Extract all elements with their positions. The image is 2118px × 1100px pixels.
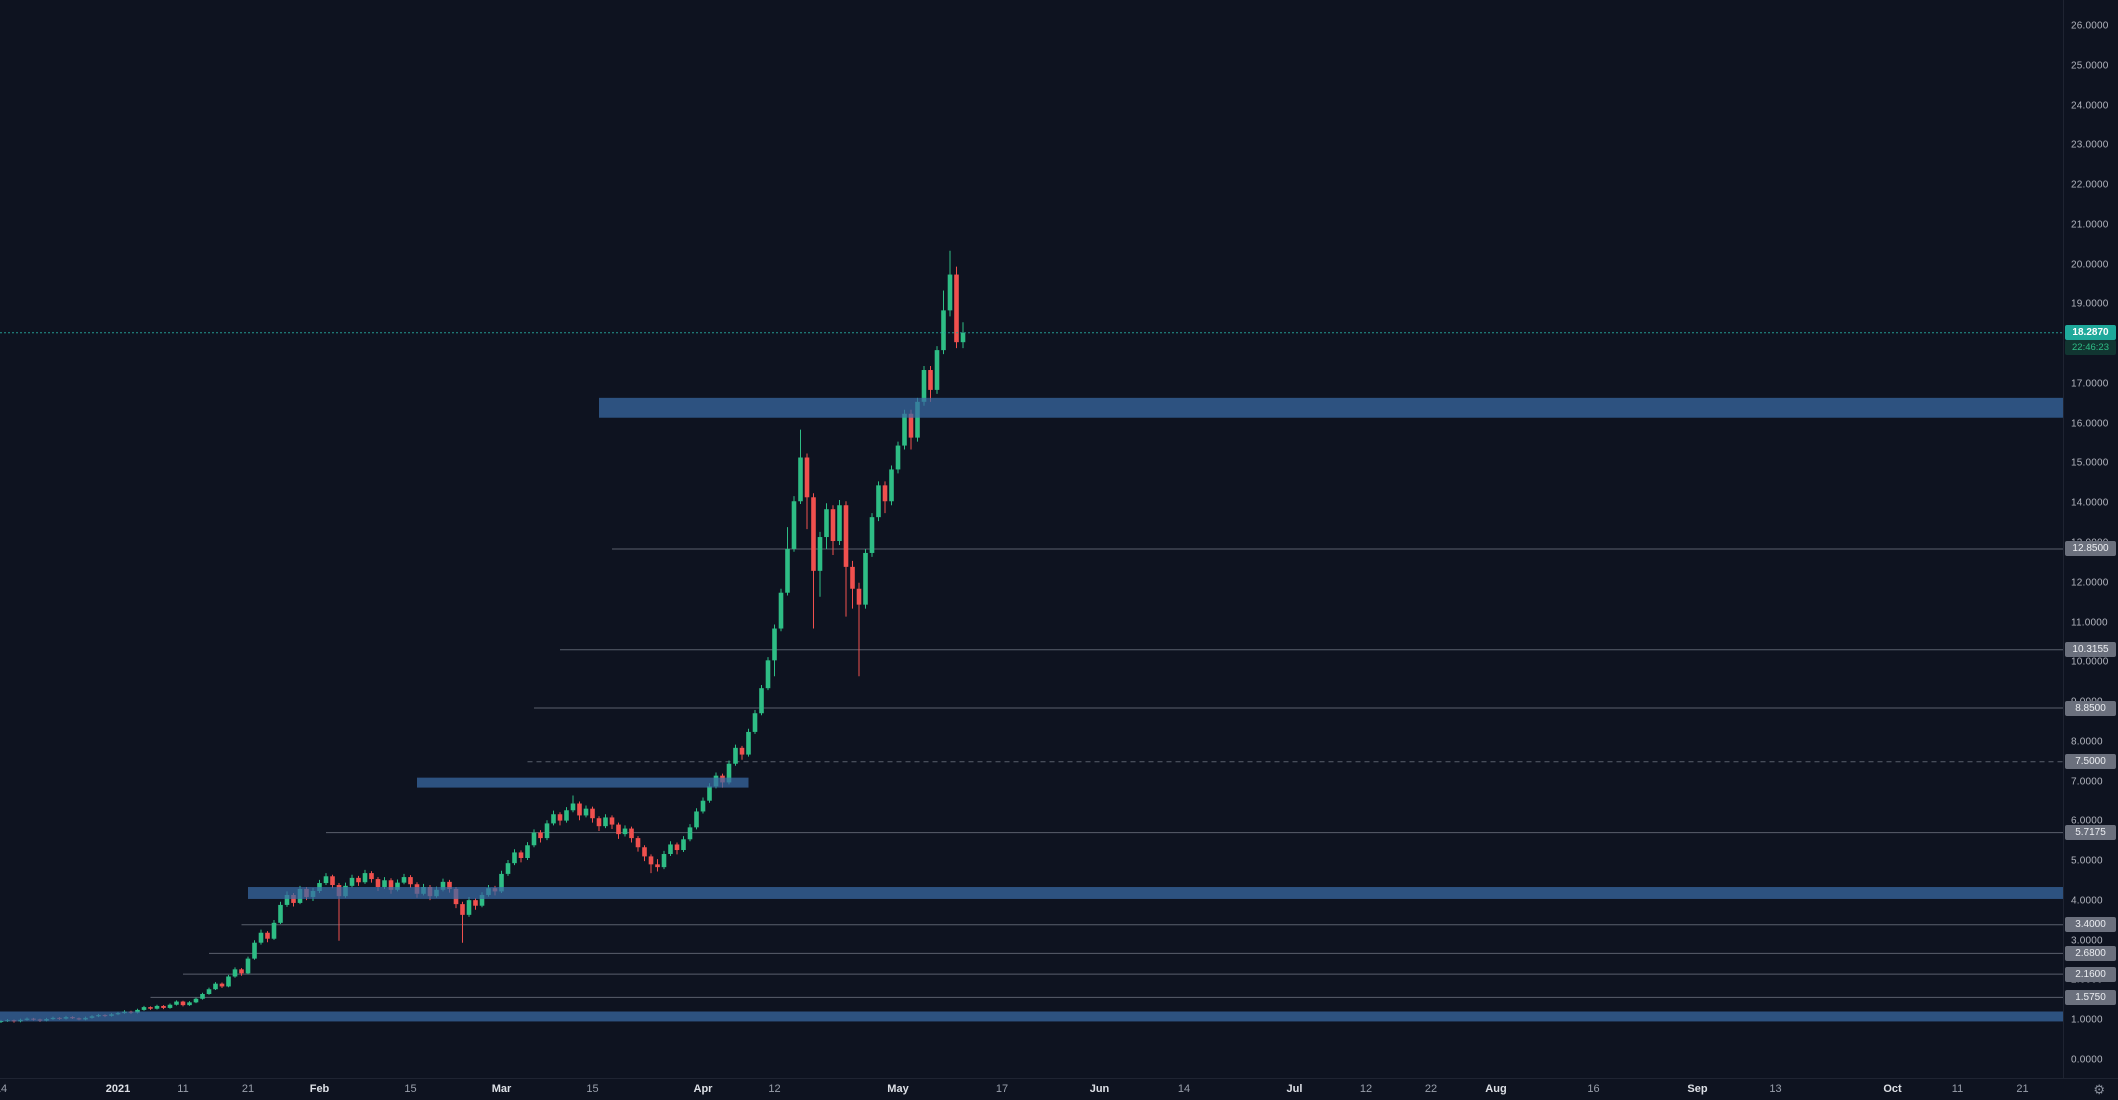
price-tick-label: 0.0000: [2071, 1054, 2103, 1066]
price-ray-badge: 2.1600: [2065, 966, 2116, 982]
price-tick-label: 21.0000: [2071, 219, 2109, 231]
price-tick-label: 23.0000: [2071, 139, 2109, 151]
price-tick-label: 20.0000: [2071, 259, 2109, 271]
time-tick-label: May: [887, 1083, 909, 1095]
settings-gear-icon[interactable]: ⚙: [2093, 1082, 2105, 1097]
chart-canvas[interactable]: [0, 0, 2063, 1078]
price-tick-label: 6.0000: [2071, 815, 2103, 827]
zone-rectangle[interactable]: [417, 777, 749, 788]
time-tick-label: Feb: [309, 1083, 330, 1095]
price-tick-label: 15.0000: [2071, 457, 2109, 469]
time-tick-label: 12: [768, 1083, 781, 1095]
price-ray-badge: 5.7175: [2065, 825, 2116, 841]
price-tick-label: 1.0000: [2071, 1014, 2103, 1026]
time-axis[interactable]: 14 2021 11 21 Feb 15 Mar 15 Apr 12 May 17 Jun 14 Jul 12…: [0, 1078, 2118, 1100]
price-rays-layer: [150, 548, 2063, 998]
price-tick-label: 26.0000: [2071, 20, 2109, 32]
time-tick-label: Mar: [491, 1083, 512, 1095]
price-tick-label: 10.0000: [2071, 656, 2109, 668]
time-tick-label: 2021: [105, 1083, 131, 1095]
time-tick-label: 16: [1587, 1083, 1600, 1095]
current-price-badge: 18.2870: [2065, 325, 2116, 341]
time-tick-label: 22: [1424, 1083, 1438, 1095]
zones-layer: [0, 397, 2063, 1022]
time-tick-label: Jun: [1089, 1083, 1110, 1095]
candles-layer: [0, 250, 966, 1024]
price-ray-badge: 3.4000: [2065, 917, 2116, 933]
price-tick-label: 3.0000: [2071, 935, 2103, 947]
price-ray-badge: 7.5000: [2065, 754, 2116, 770]
time-tick-label: 11: [1951, 1083, 1964, 1095]
zone-rectangle[interactable]: [248, 887, 2063, 899]
time-tick-label: 21: [2016, 1083, 2029, 1095]
price-tick-label: 4.0000: [2071, 895, 2103, 907]
time-tick-label: 14: [0, 1083, 8, 1095]
zone-rectangle[interactable]: [599, 397, 2063, 418]
candle-countdown-badge: 22:46:23: [2065, 340, 2116, 356]
time-tick-label: 13: [1769, 1083, 1782, 1095]
time-tick-label: 11: [177, 1083, 189, 1095]
price-tick-label: 25.0000: [2071, 60, 2109, 72]
time-tick-label: 14: [1177, 1083, 1191, 1095]
zone-rectangle[interactable]: [0, 1011, 2063, 1022]
price-axis[interactable]: 0.00001.00002.00003.00004.00005.00006.00…: [2063, 0, 2118, 1078]
price-ray-badge: 10.3155: [2065, 642, 2116, 658]
time-tick-label: Oct: [1883, 1083, 1902, 1095]
price-ray-badge: 12.8500: [2065, 541, 2116, 557]
time-tick-label: Apr: [693, 1083, 713, 1095]
price-tick-label: 14.0000: [2071, 497, 2109, 509]
price-tick-label: 19.0000: [2071, 298, 2109, 310]
time-tick-label: 21: [241, 1083, 255, 1095]
price-tick-label: 17.0000: [2071, 378, 2109, 390]
price-ray-badge: 8.8500: [2065, 700, 2116, 716]
price-tick-label: 12.0000: [2071, 577, 2109, 589]
time-tick-label: Sep: [1687, 1083, 1708, 1095]
price-tick-label: 16.0000: [2071, 418, 2109, 430]
price-tick-label: 5.0000: [2071, 855, 2103, 867]
time-tick-label: Jul: [1286, 1083, 1303, 1095]
time-tick-label: 17: [995, 1083, 1009, 1095]
price-tick-label: 11.0000: [2071, 617, 2108, 629]
price-tick-label: 24.0000: [2071, 100, 2109, 112]
time-tick-label: 12: [1359, 1083, 1373, 1095]
time-tick-label: Aug: [1485, 1083, 1507, 1095]
price-ray-badge: 1.5750: [2065, 989, 2116, 1005]
price-ray-badge: 2.6800: [2065, 945, 2116, 961]
price-tick-label: 8.0000: [2071, 736, 2103, 748]
price-tick-label: 7.0000: [2071, 776, 2103, 788]
time-tick-label: 15: [404, 1083, 417, 1095]
price-tick-label: 22.0000: [2071, 179, 2109, 191]
time-tick-label: 15: [586, 1083, 599, 1095]
